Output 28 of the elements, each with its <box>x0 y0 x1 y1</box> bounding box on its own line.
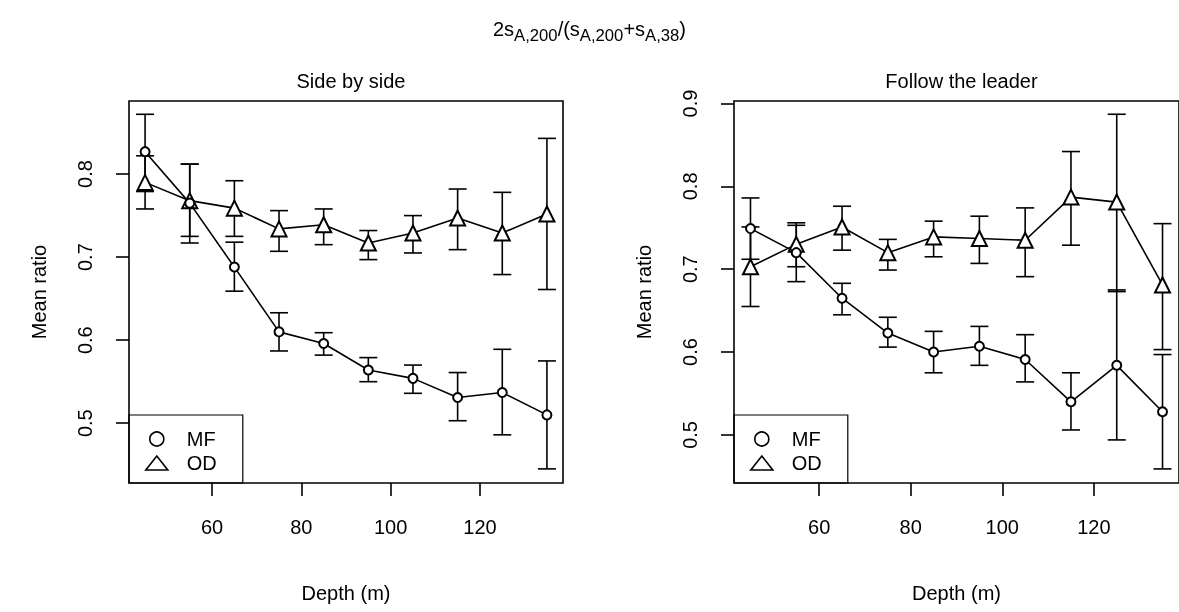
y-tick-label: 0.9 <box>679 89 701 118</box>
text: 2s$_{A,200}$/(s$_{A,200}$+s$_{A,38}$) <box>492 18 687 46</box>
x-tick-label: 100 <box>985 516 1019 538</box>
legend-label: OD <box>186 452 217 474</box>
y-tick-label: 0.8 <box>74 160 96 188</box>
x-tick-label: 80 <box>290 516 313 538</box>
y-axis-title: Mean ratio <box>28 244 50 340</box>
x-tick-label: 80 <box>899 516 922 538</box>
chart-title: Follow the leader <box>885 70 1038 92</box>
legend-label: OD <box>791 452 822 474</box>
x-axis-title: Depth (m) <box>912 582 1001 604</box>
legend-label: MF <box>186 428 216 450</box>
y-tick-label: 0.5 <box>74 409 96 438</box>
chart-title: Side by side <box>296 70 406 92</box>
y-tick-label: 0.6 <box>679 338 701 366</box>
x-tick-label: 100 <box>373 516 408 538</box>
y-tick-label: 0.5 <box>679 421 701 449</box>
legend-label: MF <box>791 428 821 450</box>
x-tick-label: 60 <box>200 516 224 538</box>
y-tick-label: 0.6 <box>74 326 96 355</box>
x-tick-label: 60 <box>808 516 831 538</box>
x-axis-title: Depth (m) <box>301 582 391 604</box>
y-tick-label: 0.7 <box>74 243 96 272</box>
y-tick-label: 0.8 <box>679 172 701 201</box>
y-axis-title: Mean ratio <box>633 244 655 340</box>
x-tick-label: 120 <box>463 516 497 538</box>
x-tick-label: 120 <box>1077 516 1111 538</box>
y-tick-label: 0.7 <box>679 255 701 284</box>
